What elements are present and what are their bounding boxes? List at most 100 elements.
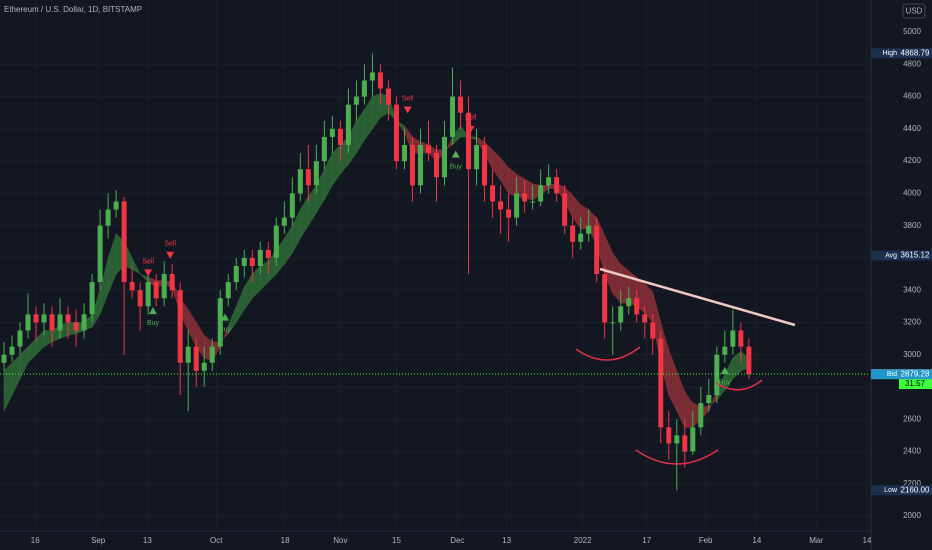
price-label-value: 3615.12 xyxy=(901,251,930,260)
x-tick-label: Dec xyxy=(450,536,464,545)
candle-body xyxy=(105,209,111,226)
axis-layer: 2000220024002600280030003200340036003800… xyxy=(31,27,932,545)
candle-body xyxy=(722,346,728,355)
candle-body xyxy=(409,145,415,186)
price-label-value-box xyxy=(899,250,932,261)
y-tick-label: 3000 xyxy=(903,350,921,359)
trend-line xyxy=(599,267,796,327)
x-tick-label: 17 xyxy=(642,536,651,545)
candle-body xyxy=(121,201,127,283)
candle-body xyxy=(730,330,736,347)
candle-body xyxy=(634,298,640,315)
candle-body xyxy=(674,435,680,444)
candle-body xyxy=(345,104,351,146)
x-tick-label: Oct xyxy=(210,536,223,545)
ribbon-segment xyxy=(460,124,470,138)
signal-label: Buy xyxy=(147,320,160,327)
x-tick-label: 18 xyxy=(281,536,290,545)
candle-body xyxy=(185,346,191,363)
candle-body xyxy=(337,128,343,146)
signal-label: Sell xyxy=(142,258,154,265)
candle-body xyxy=(546,177,552,186)
y-tick-label: 3200 xyxy=(903,318,921,327)
candle-body xyxy=(626,298,632,307)
ribbon-segment xyxy=(131,257,141,275)
candle-body xyxy=(514,193,520,218)
candle-body xyxy=(9,346,15,355)
y-tick-label: 2000 xyxy=(903,511,921,520)
x-tick-label: 14 xyxy=(863,536,872,545)
candle-body xyxy=(594,225,600,275)
candle-body xyxy=(425,145,431,154)
candle-body xyxy=(25,314,31,331)
currency-button[interactable] xyxy=(902,3,926,19)
candle-body xyxy=(137,290,143,307)
candle-body xyxy=(434,153,440,178)
y-tick-label: 4800 xyxy=(903,59,921,68)
x-tick-label: 16 xyxy=(31,536,40,545)
price-label-value-box xyxy=(899,48,932,59)
candle-body xyxy=(177,290,183,363)
price-label: Low 2160.00 xyxy=(871,485,932,496)
signal-marker xyxy=(451,150,460,158)
currency-label[interactable]: USD xyxy=(906,7,923,16)
signal-marker xyxy=(221,313,230,321)
candle-body xyxy=(49,314,55,331)
candle-body xyxy=(642,314,648,323)
candle-body xyxy=(89,282,95,315)
candle-body xyxy=(41,314,47,323)
price-label-name-box xyxy=(871,369,899,380)
candle-body xyxy=(65,314,71,323)
x-tick-label: 15 xyxy=(392,536,401,545)
candle-body xyxy=(241,257,247,266)
candle-body xyxy=(706,395,712,404)
candle-body xyxy=(602,274,608,323)
plot-area: Sell Sell Buy Buy Sell Buy Sell Buy xyxy=(0,53,871,491)
candle-body xyxy=(417,145,423,186)
y-tick-label: 5000 xyxy=(903,27,921,36)
candle-body xyxy=(321,136,327,162)
candle-body xyxy=(225,282,231,299)
candle-body xyxy=(233,265,239,283)
signal-marker xyxy=(148,307,157,315)
candle-body xyxy=(522,193,528,202)
candle-body xyxy=(586,225,592,234)
signal-marker xyxy=(144,269,153,277)
signal-marker xyxy=(403,106,412,114)
candle-body xyxy=(393,104,399,162)
price-label: Bid 2879.28 xyxy=(871,369,932,380)
candle-body xyxy=(738,330,744,347)
price-label-name-box xyxy=(871,250,899,261)
price-label: Avg 3615.12 xyxy=(871,250,932,261)
candle-body xyxy=(97,225,103,283)
candle-body xyxy=(714,354,720,396)
candle-body xyxy=(289,193,295,218)
candle-body xyxy=(377,72,383,89)
y-tick-label: 3400 xyxy=(903,285,921,294)
price-label: High 4868.79 xyxy=(871,48,932,59)
candle-body xyxy=(145,282,151,307)
candle-body xyxy=(385,88,391,105)
candle-body xyxy=(401,145,407,162)
x-tick-label: 13 xyxy=(502,536,511,545)
y-tick-label: 4400 xyxy=(903,124,921,133)
y-tick-label: 2600 xyxy=(903,414,921,423)
candle-body xyxy=(281,217,287,226)
candle-body xyxy=(538,185,544,202)
candle-body xyxy=(698,403,704,428)
candle-body xyxy=(113,201,119,210)
candle-body xyxy=(690,427,696,452)
x-tick-label: 2022 xyxy=(574,536,592,545)
candle-body xyxy=(73,322,79,331)
candle-body xyxy=(498,201,504,210)
candle-body xyxy=(1,354,7,363)
price-label-value: 2879.28 xyxy=(901,369,930,378)
candle-body xyxy=(153,282,159,299)
candle-body xyxy=(530,201,536,203)
signal-marker xyxy=(466,125,475,133)
candle-body xyxy=(506,209,512,218)
candle-body xyxy=(490,185,496,202)
candle-body xyxy=(562,193,568,226)
candle-body xyxy=(458,96,464,113)
price-label-name-box xyxy=(871,48,899,59)
